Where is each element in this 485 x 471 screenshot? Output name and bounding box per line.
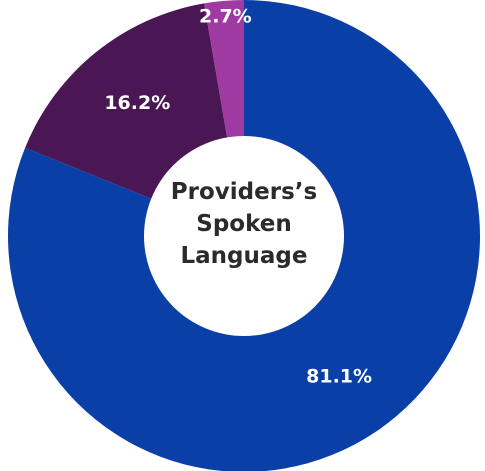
- data-label: 2.7%: [199, 5, 252, 27]
- donut-hole: [144, 136, 344, 336]
- data-label: 81.1%: [306, 365, 372, 387]
- data-label: 16.2%: [104, 92, 170, 114]
- chart-title: Providers’s Spoken Language: [170, 179, 318, 269]
